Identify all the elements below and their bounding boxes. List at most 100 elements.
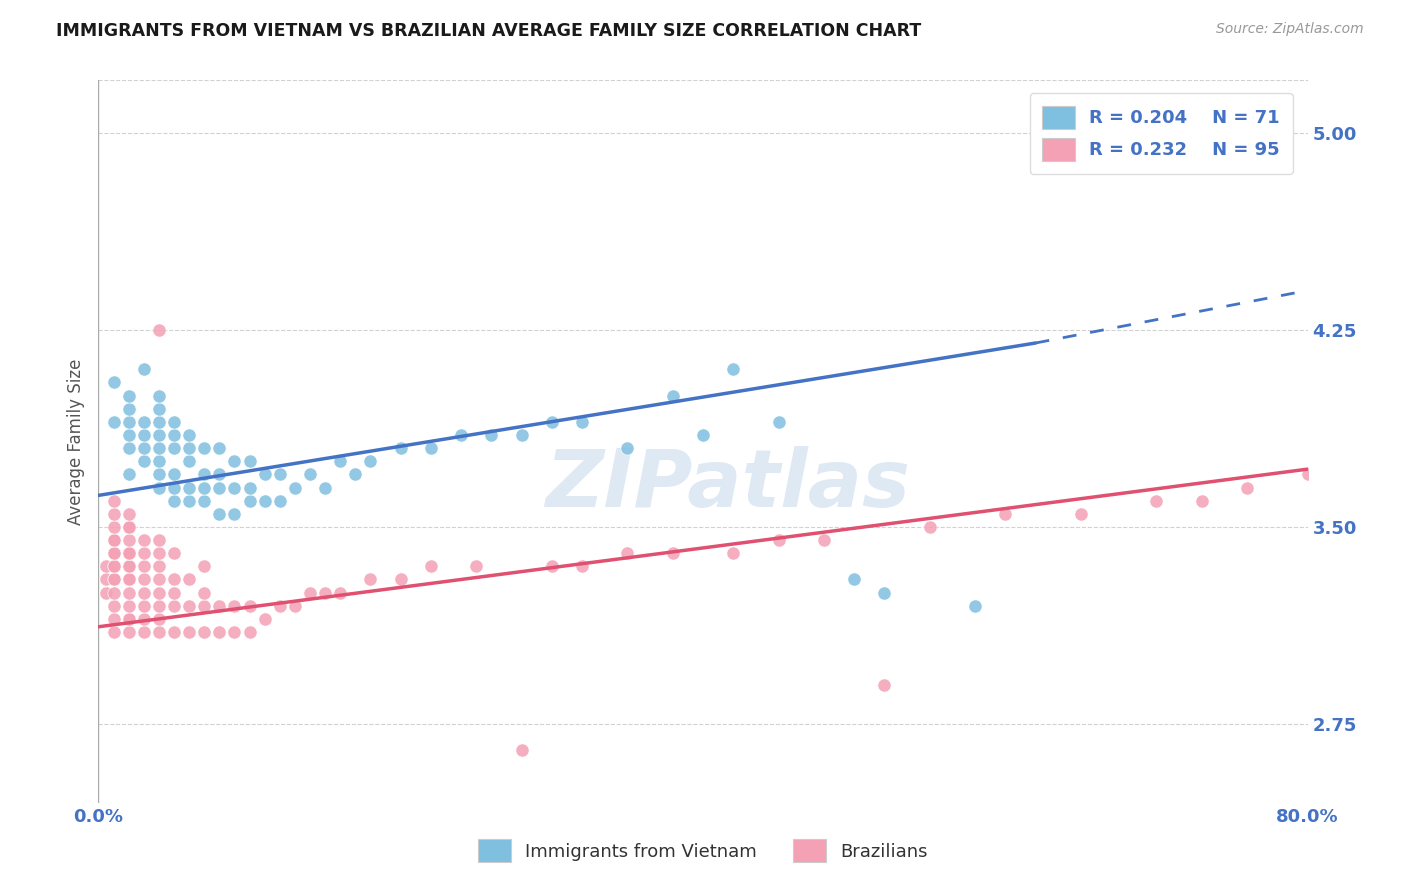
Point [163,625,186,640]
Point [360,454,382,468]
Point [253,493,276,508]
Point [873,585,896,599]
Point [179,493,201,508]
Point [269,467,291,482]
Point [163,467,186,482]
Point [1070,507,1092,521]
Point [239,481,262,495]
Point [148,467,170,482]
Point [103,625,125,640]
Point [132,428,155,442]
Point [844,573,866,587]
Point [103,585,125,599]
Point [163,481,186,495]
Point [148,559,170,574]
Point [208,441,231,455]
Point [132,533,155,547]
Text: IMMIGRANTS FROM VIETNAM VS BRAZILIAN AVERAGE FAMILY SIZE CORRELATION CHART: IMMIGRANTS FROM VIETNAM VS BRAZILIAN AVE… [56,22,921,40]
Point [253,467,276,482]
Point [360,573,382,587]
Point [148,428,170,442]
Point [132,625,155,640]
Point [284,599,307,613]
Point [389,441,412,455]
Point [224,507,246,521]
Point [1144,493,1167,508]
Y-axis label: Average Family Size: Average Family Size [66,359,84,524]
Point [118,585,141,599]
Point [224,481,246,495]
Point [103,599,125,613]
Point [118,520,141,534]
Point [661,388,683,402]
Point [132,612,155,626]
Point [163,599,186,613]
Point [208,599,231,613]
Legend: Immigrants from Vietnam, Brazilians: Immigrants from Vietnam, Brazilians [468,829,938,873]
Point [118,573,141,587]
Point [148,546,170,560]
Point [224,625,246,640]
Point [239,493,262,508]
Point [873,677,896,691]
Point [420,441,443,455]
Point [193,585,215,599]
Point [132,362,155,376]
Point [692,428,714,442]
Point [148,441,170,455]
Point [148,573,170,587]
Point [132,546,155,560]
Point [103,533,125,547]
Point [193,467,215,482]
Point [193,441,215,455]
Point [163,493,186,508]
Point [103,559,125,574]
Point [118,546,141,560]
Point [540,559,562,574]
Point [918,520,941,534]
Point [179,428,201,442]
Point [132,441,155,455]
Point [994,507,1017,521]
Point [132,559,155,574]
Point [813,533,835,547]
Point [208,507,231,521]
Point [118,612,141,626]
Point [540,415,562,429]
Point [148,585,170,599]
Point [481,428,503,442]
Point [103,546,125,560]
Point [148,415,170,429]
Point [299,467,322,482]
Point [118,415,141,429]
Point [239,454,262,468]
Point [118,428,141,442]
Point [661,546,683,560]
Point [179,454,201,468]
Point [723,362,745,376]
Point [132,599,155,613]
Point [118,520,141,534]
Point [148,625,170,640]
Point [94,573,117,587]
Point [224,599,246,613]
Point [314,481,336,495]
Point [179,441,201,455]
Point [148,388,170,402]
Point [253,612,276,626]
Point [118,599,141,613]
Point [148,599,170,613]
Point [239,625,262,640]
Point [103,533,125,547]
Point [94,559,117,574]
Point [179,481,201,495]
Point [1236,481,1258,495]
Point [239,599,262,613]
Point [148,612,170,626]
Point [132,454,155,468]
Point [1191,493,1213,508]
Point [148,533,170,547]
Point [768,415,790,429]
Point [103,573,125,587]
Point [118,612,141,626]
